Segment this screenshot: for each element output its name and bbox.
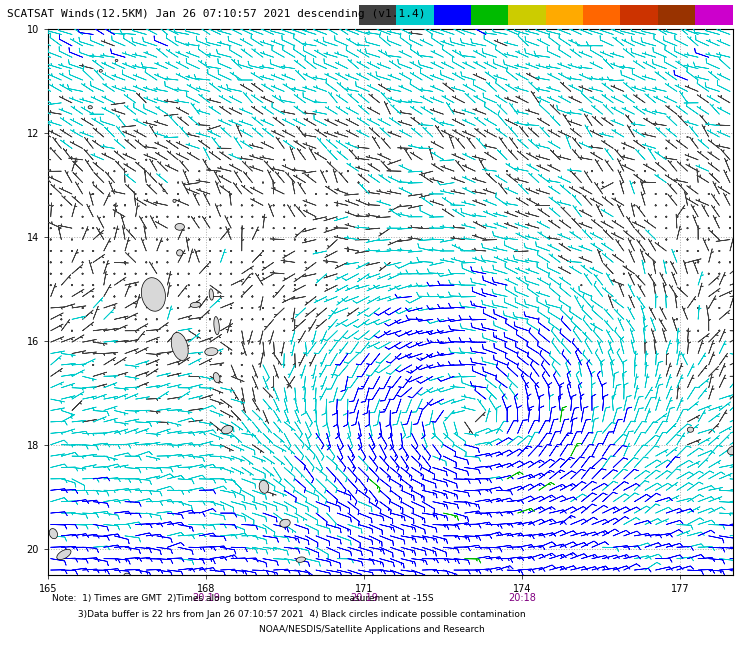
- Bar: [359, 5, 397, 25]
- Ellipse shape: [175, 224, 184, 230]
- Text: NOAA/NESDIS/Satellite Applications and Research: NOAA/NESDIS/Satellite Applications and R…: [52, 625, 485, 634]
- Text: 20:19: 20:19: [192, 593, 220, 603]
- Ellipse shape: [213, 372, 220, 383]
- Ellipse shape: [50, 528, 58, 539]
- Text: >50 knots: >50 knots: [693, 31, 733, 40]
- Ellipse shape: [173, 200, 176, 202]
- Ellipse shape: [205, 348, 218, 356]
- Text: 40: 40: [658, 31, 667, 40]
- Bar: [471, 5, 508, 25]
- Bar: [546, 5, 583, 25]
- Ellipse shape: [88, 106, 92, 109]
- Ellipse shape: [99, 70, 102, 72]
- Text: 15: 15: [471, 31, 481, 40]
- Bar: [658, 5, 696, 25]
- Text: 10: 10: [434, 31, 443, 40]
- Ellipse shape: [141, 278, 166, 311]
- Ellipse shape: [259, 480, 269, 493]
- Text: 0: 0: [359, 31, 364, 40]
- Bar: [397, 5, 434, 25]
- Text: 20:19: 20:19: [350, 593, 378, 603]
- Text: 35: 35: [620, 31, 630, 40]
- Ellipse shape: [687, 427, 693, 432]
- Ellipse shape: [296, 557, 306, 562]
- Ellipse shape: [177, 250, 183, 256]
- Text: 45: 45: [696, 31, 705, 40]
- Bar: [583, 5, 620, 25]
- Ellipse shape: [163, 189, 165, 192]
- Bar: [434, 5, 471, 25]
- Bar: [620, 5, 658, 25]
- Text: 25: 25: [546, 31, 556, 40]
- Text: Note:  1) Times are GMT  2)Times along bottom correspond to measurement at -15S: Note: 1) Times are GMT 2)Times along bot…: [52, 594, 434, 603]
- Ellipse shape: [214, 317, 219, 335]
- Bar: [696, 5, 733, 25]
- Ellipse shape: [115, 59, 118, 62]
- Text: 20: 20: [508, 31, 518, 40]
- Text: 20:18: 20:18: [508, 593, 536, 603]
- Ellipse shape: [57, 549, 71, 560]
- Ellipse shape: [727, 446, 738, 455]
- Ellipse shape: [190, 302, 201, 307]
- Ellipse shape: [171, 333, 188, 360]
- Text: 3)Data buffer is 22 hrs from Jan 26 07:10:57 2021  4) Black circles indicate pos: 3)Data buffer is 22 hrs from Jan 26 07:1…: [52, 610, 525, 619]
- Ellipse shape: [221, 426, 233, 434]
- Bar: [508, 5, 546, 25]
- Text: 30: 30: [583, 31, 593, 40]
- Ellipse shape: [280, 519, 290, 527]
- Ellipse shape: [124, 573, 130, 577]
- Text: SCATSAT Winds(12.5KM) Jan 26 07:10:57 2021 descending (v1.1.4): SCATSAT Winds(12.5KM) Jan 26 07:10:57 20…: [7, 9, 426, 20]
- Ellipse shape: [209, 289, 213, 300]
- Text: 5: 5: [397, 31, 401, 40]
